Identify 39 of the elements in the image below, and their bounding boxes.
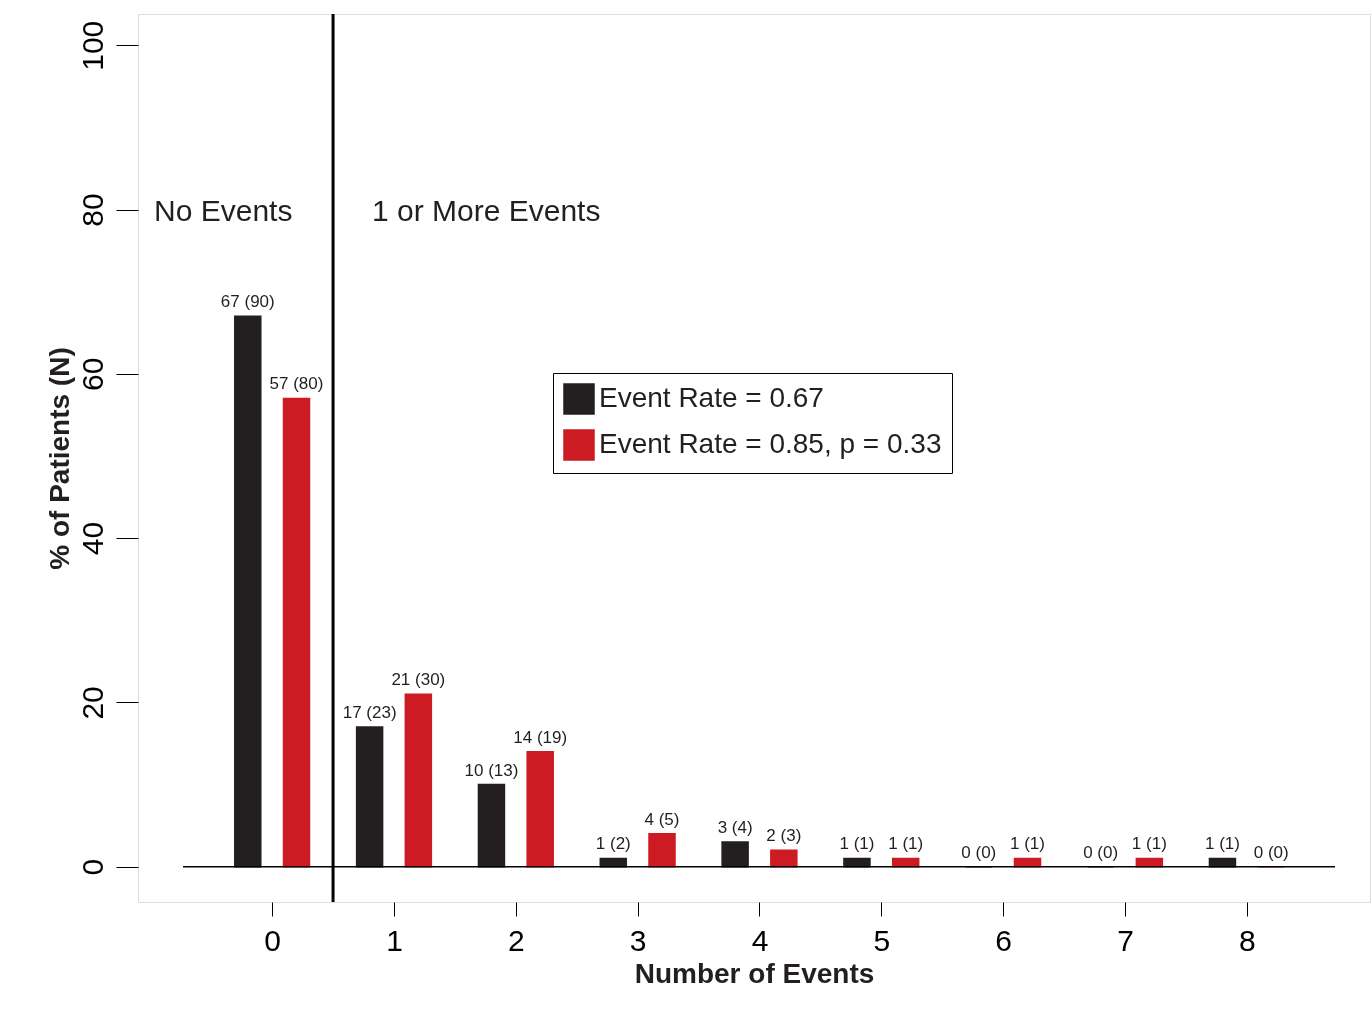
data-label: 2 (3) xyxy=(766,826,802,846)
x-tick-label: 8 xyxy=(1238,923,1256,957)
x-tick-label: 0 xyxy=(264,923,281,957)
data-label: 1 (2) xyxy=(595,834,631,854)
y-tick-label: 40 xyxy=(75,521,109,556)
legend-label: Event Rate = 0.67 xyxy=(599,382,824,413)
x-axis-title: Number of Events xyxy=(634,957,875,989)
x-tick-label: 2 xyxy=(507,923,525,957)
x-tick-label: 7 xyxy=(1117,923,1134,957)
data-label: 0 (0) xyxy=(1083,842,1119,862)
data-label: 3 (4) xyxy=(717,818,753,838)
data-label: 1 (1) xyxy=(1010,834,1045,854)
y-axis-title: % of Patients (N) xyxy=(43,347,75,570)
data-label: 21 (30) xyxy=(391,670,446,690)
legend-label: Event Rate = 0.85, p = 0.33 xyxy=(599,428,942,459)
data-label: 1 (1) xyxy=(1204,834,1240,854)
data-label: 14 (19) xyxy=(513,727,568,747)
data-label: 1 (1) xyxy=(1131,834,1167,854)
x-tick-label: 4 xyxy=(751,923,769,957)
annotation: No Events xyxy=(154,194,293,227)
data-label: 10 (13) xyxy=(464,760,519,780)
y-tick-label: 20 xyxy=(75,686,109,720)
data-label: 0 (0) xyxy=(961,842,997,862)
x-tick-label: 1 xyxy=(386,923,403,957)
y-tick-label: 0 xyxy=(75,858,109,876)
x-tick-label: 6 xyxy=(995,923,1012,957)
data-label: 57 (80) xyxy=(269,374,324,394)
y-tick-label: 80 xyxy=(75,193,109,227)
data-label: 1 (1) xyxy=(839,834,875,854)
data-label: 4 (5) xyxy=(644,809,680,829)
data-label: 1 (1) xyxy=(888,834,924,854)
annotation: 1 or More Events xyxy=(372,194,601,227)
x-tick-label: 3 xyxy=(629,923,647,957)
y-tick-label: 60 xyxy=(75,357,109,391)
x-tick-label: 5 xyxy=(873,923,891,957)
data-label: 17 (23) xyxy=(342,703,397,723)
data-label: 0 (0) xyxy=(1253,842,1289,862)
data-label: 67 (90) xyxy=(220,292,275,312)
y-tick-label: 100 xyxy=(75,20,109,71)
